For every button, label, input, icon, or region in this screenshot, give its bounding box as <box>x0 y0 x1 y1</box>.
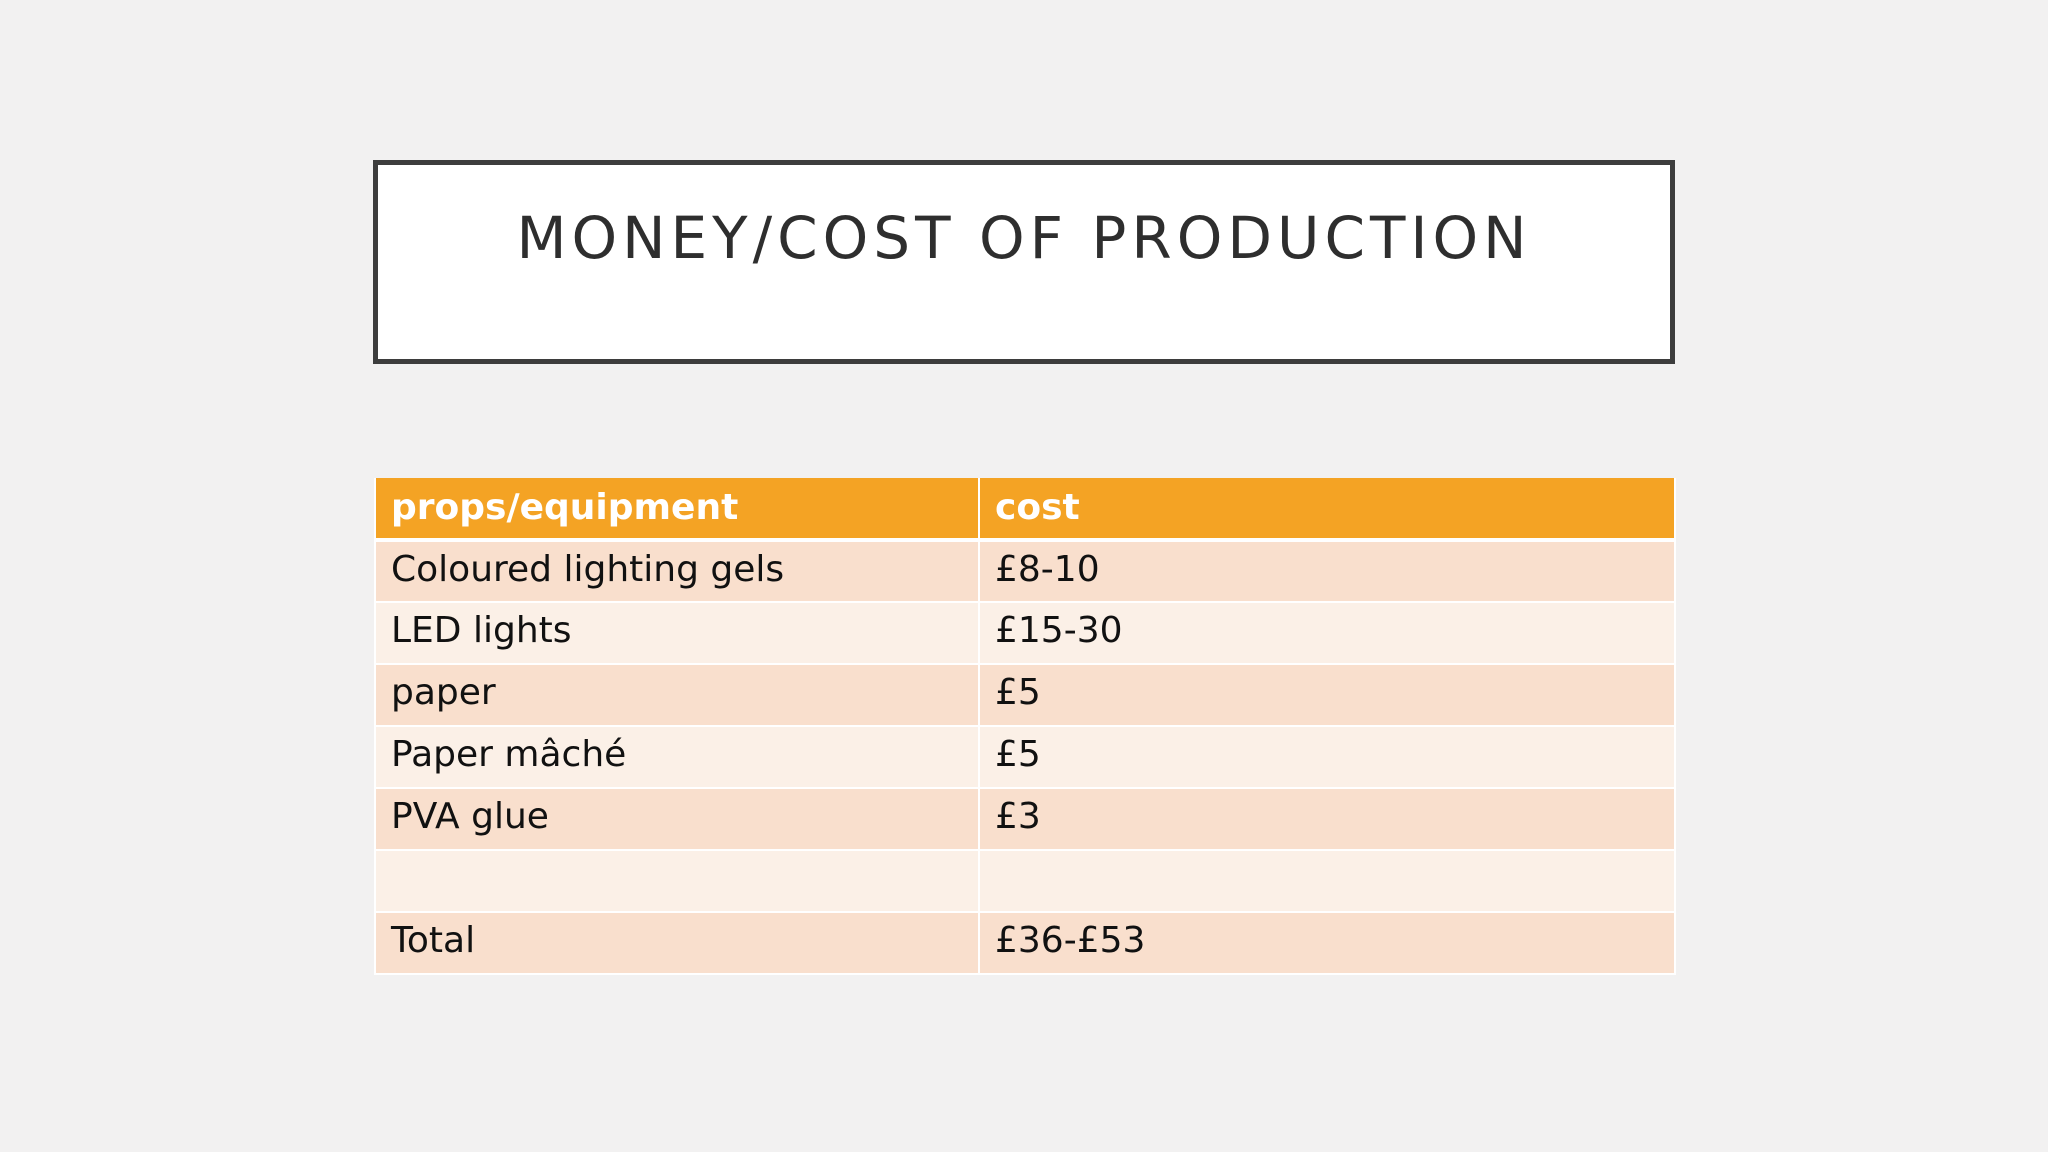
item-cell <box>374 850 980 913</box>
total-cost-cell: £36-£53 <box>978 912 1676 975</box>
cost-cell: £15-30 <box>978 602 1676 665</box>
title-box: MONEY/COST OF PRODUCTION <box>373 160 1675 364</box>
cost-cell: £5 <box>978 664 1676 727</box>
table-row: Coloured lighting gels £8-10 <box>374 540 1676 603</box>
cost-cell <box>978 850 1676 913</box>
item-cell: Coloured lighting gels <box>374 540 980 603</box>
item-cell: LED lights <box>374 602 980 665</box>
item-cell: paper <box>374 664 980 727</box>
header-props-equipment: props/equipment <box>374 478 980 542</box>
table-row-empty <box>374 850 1676 913</box>
total-label-cell: Total <box>374 912 980 975</box>
table-row: LED lights £15-30 <box>374 602 1676 665</box>
cost-cell: £3 <box>978 788 1676 851</box>
header-cost: cost <box>978 478 1676 542</box>
cost-table: props/equipment cost Coloured lighting g… <box>374 478 1676 975</box>
table-row: Paper mâché £5 <box>374 726 1676 789</box>
table-row-total: Total £36-£53 <box>374 912 1676 975</box>
cost-cell: £8-10 <box>978 540 1676 603</box>
item-cell: Paper mâché <box>374 726 980 789</box>
item-cell: PVA glue <box>374 788 980 851</box>
cost-cell: £5 <box>978 726 1676 789</box>
table-row: PVA glue £3 <box>374 788 1676 851</box>
table-header-row: props/equipment cost <box>374 478 1676 542</box>
table-row: paper £5 <box>374 664 1676 727</box>
slide-title: MONEY/COST OF PRODUCTION <box>516 204 1532 272</box>
